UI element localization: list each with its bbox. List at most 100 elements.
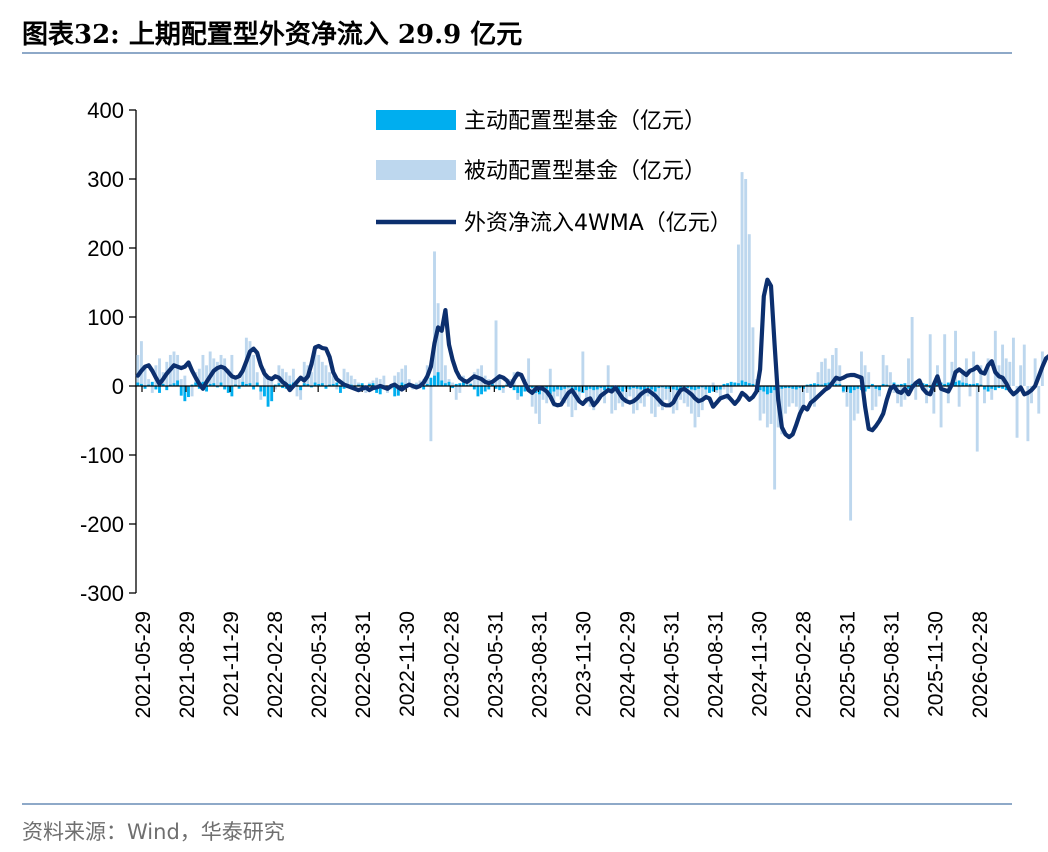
passive-bar [791, 386, 795, 404]
active-bar [599, 386, 603, 389]
active-bar [975, 383, 979, 386]
passive-bar [324, 365, 328, 386]
active-bar [711, 386, 715, 392]
passive-bar [570, 386, 574, 418]
passive-bar [910, 317, 914, 386]
passive-bar [661, 386, 664, 411]
active-bar [273, 384, 277, 386]
passive-bar [860, 351, 863, 386]
passive-bar [983, 386, 986, 404]
passive-bar [722, 386, 726, 390]
active-bar [281, 386, 284, 389]
active-bar [400, 382, 404, 386]
passive-bar [1015, 386, 1019, 438]
passive-bar [624, 386, 628, 400]
passive-bar [400, 368, 404, 386]
active-bar [360, 383, 364, 386]
active-bar [697, 386, 701, 389]
title-divider [22, 52, 1012, 54]
passive-bar [541, 386, 545, 400]
passive-bar [968, 386, 972, 397]
active-bar [168, 384, 172, 386]
active-bar [838, 383, 842, 386]
active-bar [574, 386, 578, 391]
active-bar [856, 386, 860, 389]
passive-bar [613, 386, 617, 411]
y-tick-label: 400 [87, 98, 124, 123]
active-bar [451, 386, 455, 389]
x-tick-label: 2023-08-31 [528, 611, 551, 718]
passive-bar [961, 372, 965, 386]
active-bar [494, 386, 498, 389]
passive-bar [183, 375, 187, 386]
active-bar [708, 386, 711, 393]
passive-bar [241, 368, 245, 386]
x-axis: 2021-05-29 2021-08-29 2021-11-29 2022-02-28… [132, 385, 1008, 718]
active-bar [686, 386, 690, 389]
x-tick-label: 2021-08-29 [176, 611, 199, 718]
passive-bar [802, 386, 806, 411]
active-bar [653, 386, 657, 392]
active-bar [545, 386, 549, 389]
legend-swatch-active [376, 110, 456, 130]
active-bar [172, 383, 176, 386]
passive-bar [295, 386, 299, 397]
active-bar [469, 383, 473, 386]
passive-bar [870, 386, 874, 411]
active-bar [899, 383, 903, 386]
active-bar [588, 386, 592, 389]
passive-bar [903, 386, 907, 400]
active-bar [244, 383, 248, 386]
passive-bar [248, 341, 252, 386]
x-tick-label: 2024-02-29 [616, 611, 639, 718]
passive-bar [888, 372, 892, 386]
passive-bar [255, 372, 259, 386]
active-bar [646, 386, 650, 389]
y-axis: 400 300 200 100 0 -100 -200 -300 [80, 98, 137, 606]
passive-bar [975, 386, 979, 452]
active-bar [161, 383, 165, 386]
passive-bar [226, 368, 230, 386]
passive-bar [172, 351, 176, 386]
active-bar [809, 383, 813, 386]
x-tick-label: 2023-11-30 [572, 611, 595, 717]
active-bar [556, 386, 559, 390]
passive-series [136, 172, 1044, 521]
active-bar [733, 382, 737, 386]
passive-bar [693, 386, 697, 428]
passive-bar [527, 358, 531, 386]
active-bar [205, 386, 209, 392]
x-tick-label: 2022-11-30 [396, 611, 419, 717]
passive-bar [313, 351, 317, 386]
active-bar [194, 382, 198, 386]
active-bar [215, 386, 219, 388]
passive-bar [458, 386, 462, 393]
passive-bar [718, 386, 722, 397]
passive-bar [205, 365, 209, 386]
active-bar [715, 386, 719, 391]
active-bar [219, 382, 223, 386]
active-bar [943, 383, 947, 386]
passive-bar [711, 382, 715, 386]
active-bar [306, 383, 310, 386]
passive-bar [954, 330, 957, 386]
active-bar [794, 386, 798, 390]
passive-bar [943, 334, 947, 386]
passive-bar [498, 375, 502, 386]
active-bar [874, 386, 878, 389]
legend: 主动配置型基金（亿元） 被动配置型基金（亿元） 外资净流入4WMA（亿元） [376, 109, 732, 236]
passive-bar [863, 365, 867, 386]
passive-bar [990, 386, 994, 400]
footer-divider [22, 803, 1012, 805]
passive-bar [436, 303, 440, 386]
active-bar [635, 386, 639, 389]
active-bar [961, 382, 965, 386]
x-tick-label: 2025-11-30 [925, 611, 948, 717]
x-tick-label: 2021-11-29 [220, 611, 243, 717]
passive-bar [158, 358, 161, 386]
passive-bar [429, 386, 433, 442]
y-tick-label: 200 [87, 236, 124, 261]
passive-bar [740, 172, 744, 386]
passive-bar [291, 368, 295, 386]
passive-bar [266, 375, 270, 386]
